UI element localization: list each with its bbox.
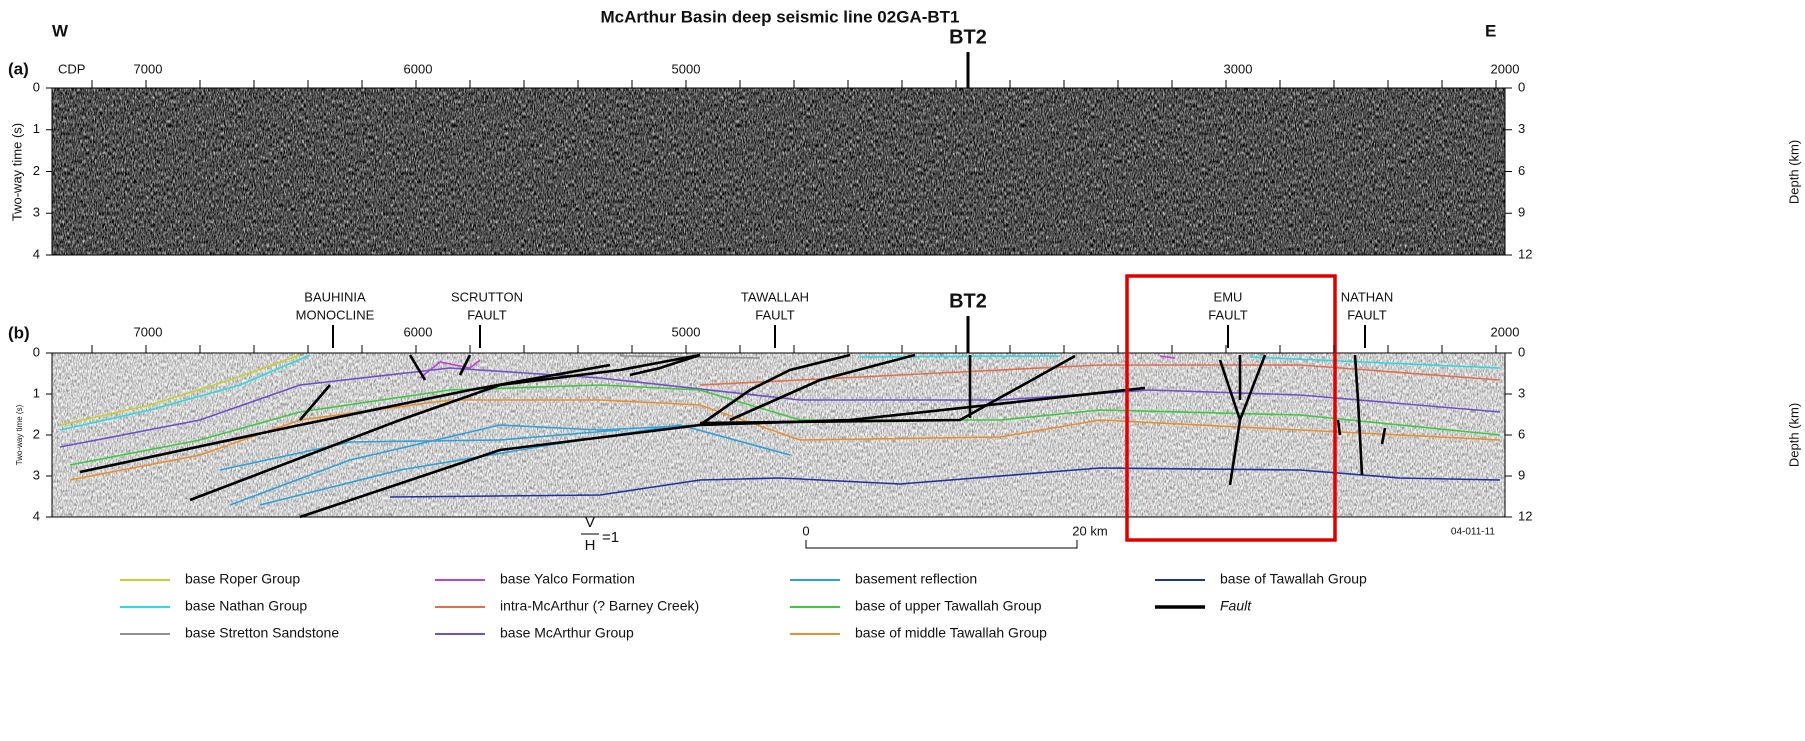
legend-label: Fault [1220, 598, 1252, 614]
cdp-tick-label: 2000 [1491, 61, 1520, 76]
time-tick-label: 0 [33, 344, 40, 359]
legend-label: base Yalco Formation [500, 571, 635, 587]
legend-label: base of upper Tawallah Group [855, 598, 1042, 614]
ratio-top: V [585, 514, 595, 531]
depth-tick-label: 6 [1518, 163, 1525, 178]
bt2-marker: BT2 [949, 290, 987, 312]
west-label: W [52, 21, 69, 40]
structure-label: MONOCLINE [296, 307, 375, 322]
structure-label: EMU [1214, 289, 1243, 304]
structure-label: TAWALLAH [741, 289, 809, 304]
depth-tick-label: 6 [1518, 426, 1525, 441]
cdp-tick-label: 5000 [672, 324, 701, 339]
depth-tick-label: 3 [1518, 385, 1525, 400]
time-tick-label: 4 [33, 508, 40, 523]
seismic-texture [52, 88, 1505, 255]
depth-tick-label: 9 [1518, 467, 1525, 482]
depth-tick-label: 9 [1518, 205, 1525, 220]
east-label: E [1485, 21, 1496, 40]
page: McArthur Basin deep seismic line 02GA-BT… [0, 0, 1805, 741]
legend-label: basement reflection [855, 571, 977, 587]
time-tick-label: 3 [33, 205, 40, 220]
depth-axis-title: Depth (km) [1786, 140, 1801, 204]
figure-id: 04-011-11 [1451, 527, 1496, 538]
cdp-label: CDP [58, 61, 85, 76]
title: McArthur Basin deep seismic line 02GA-BT… [601, 7, 960, 26]
depth-tick-label: 12 [1518, 246, 1532, 261]
ratio-bottom: H [585, 537, 596, 554]
time-axis-title: Two-way time (s) [9, 123, 24, 221]
panel-label: (a) [8, 59, 29, 78]
legend-label: base Stretton Sandstone [185, 625, 339, 641]
ratio-eq: =1 [602, 529, 619, 546]
depth-tick-label: 0 [1518, 344, 1525, 359]
structure-label: NATHAN [1341, 289, 1393, 304]
horizon [860, 356, 1060, 357]
figure: McArthur Basin deep seismic line 02GA-BT… [0, 0, 1805, 741]
cdp-tick-label: 2000 [1491, 324, 1520, 339]
bt2-marker: BT2 [949, 26, 987, 48]
legend-label: base of Tawallah Group [1220, 571, 1367, 587]
legend-label: base of middle Tawallah Group [855, 625, 1047, 641]
cdp-tick-label: 6000 [404, 61, 433, 76]
seismic-texture [52, 353, 1505, 517]
time-tick-label: 1 [33, 385, 40, 400]
panel-label: (b) [8, 323, 30, 342]
legend-label: base McArthur Group [500, 625, 634, 641]
time-axis-title: Two-way time (s) [15, 404, 24, 465]
scale-bar [806, 540, 1077, 548]
structure-label: SCRUTTON [451, 289, 523, 304]
cdp-tick-label: 5000 [672, 61, 701, 76]
cdp-tick-label: 7000 [134, 61, 163, 76]
time-tick-label: 2 [33, 163, 40, 178]
structure-label: FAULT [755, 307, 795, 322]
cdp-tick-label: 6000 [404, 324, 433, 339]
structure-label: FAULT [1208, 307, 1248, 322]
depth-tick-label: 0 [1518, 79, 1525, 94]
scale-end: 20 km [1072, 523, 1107, 538]
legend-label: base Roper Group [185, 571, 300, 587]
depth-axis-title: Depth (km) [1786, 403, 1801, 467]
cdp-tick-label: 3000 [1224, 61, 1253, 76]
cdp-tick-label: 7000 [134, 324, 163, 339]
time-tick-label: 1 [33, 121, 40, 136]
structure-label: FAULT [467, 307, 507, 322]
structure-label: BAUHINIA [304, 289, 366, 304]
depth-tick-label: 3 [1518, 121, 1525, 136]
time-tick-label: 3 [33, 467, 40, 482]
time-tick-label: 0 [33, 79, 40, 94]
time-tick-label: 4 [33, 246, 40, 261]
legend-label: intra-McArthur (? Barney Creek) [500, 598, 699, 614]
time-tick-label: 2 [33, 426, 40, 441]
structure-label: FAULT [1347, 307, 1387, 322]
scale-start: 0 [802, 523, 809, 538]
legend-label: base Nathan Group [185, 598, 307, 614]
depth-tick-label: 12 [1518, 508, 1532, 523]
